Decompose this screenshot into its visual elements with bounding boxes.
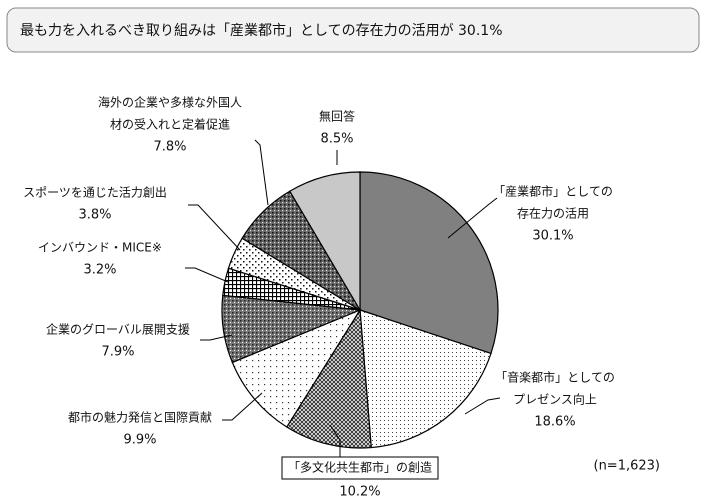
value-label: 10.2% xyxy=(339,485,380,500)
slice-label: 「産業都市」としての xyxy=(493,184,613,199)
value-label: 9.9% xyxy=(123,433,156,448)
value-label: 3.2% xyxy=(83,263,116,278)
value-label: 3.8% xyxy=(78,208,111,223)
pie-slice xyxy=(288,171,361,313)
pie-slice xyxy=(285,308,372,449)
pie-slice xyxy=(231,308,362,428)
label-box xyxy=(281,456,439,480)
slice-label: 存在力の活用 xyxy=(517,207,589,221)
slice-label: 無回答 xyxy=(319,109,355,124)
slice-label: 企業のグローバル展開支援 xyxy=(46,322,190,337)
value-label: 7.9% xyxy=(101,345,134,360)
slice-label: インバウンド・MICE※ xyxy=(38,241,162,255)
leader-line xyxy=(254,139,269,206)
slice-label: 材の受入れと定着促進 xyxy=(110,117,230,132)
leader-line xyxy=(200,334,233,341)
leader-line xyxy=(464,397,501,415)
slice-label: プレゼンス向上 xyxy=(513,392,597,407)
value-label: 8.5% xyxy=(320,132,353,147)
leader-line xyxy=(188,204,241,251)
leader-line xyxy=(329,424,341,458)
chart-title: 最も力を入れるべき取り組みは「産業都市」としての存在力の活用が 30.1% xyxy=(20,22,503,39)
slice-label: 「多文化共生都市」の創造 xyxy=(288,460,432,475)
value-label: 18.6% xyxy=(534,415,575,430)
slice-label: 都市の魅力発信と国際貢献 xyxy=(68,410,212,425)
leader-line xyxy=(185,267,229,283)
slice-label: 海外の企業や多様な外国人 xyxy=(98,95,242,110)
pie-slice xyxy=(359,309,492,449)
leader-line xyxy=(447,197,498,239)
leader-line xyxy=(222,392,263,421)
slice-label: 「音楽都市」としての xyxy=(495,370,615,385)
value-label: 30.1% xyxy=(532,229,573,244)
slice-label: スポーツを通じた活力創出 xyxy=(23,186,167,200)
note: (n=1,623) xyxy=(594,459,661,474)
title-box xyxy=(6,7,700,53)
pie-slice xyxy=(359,171,499,355)
value-label: 7.8% xyxy=(153,140,186,155)
